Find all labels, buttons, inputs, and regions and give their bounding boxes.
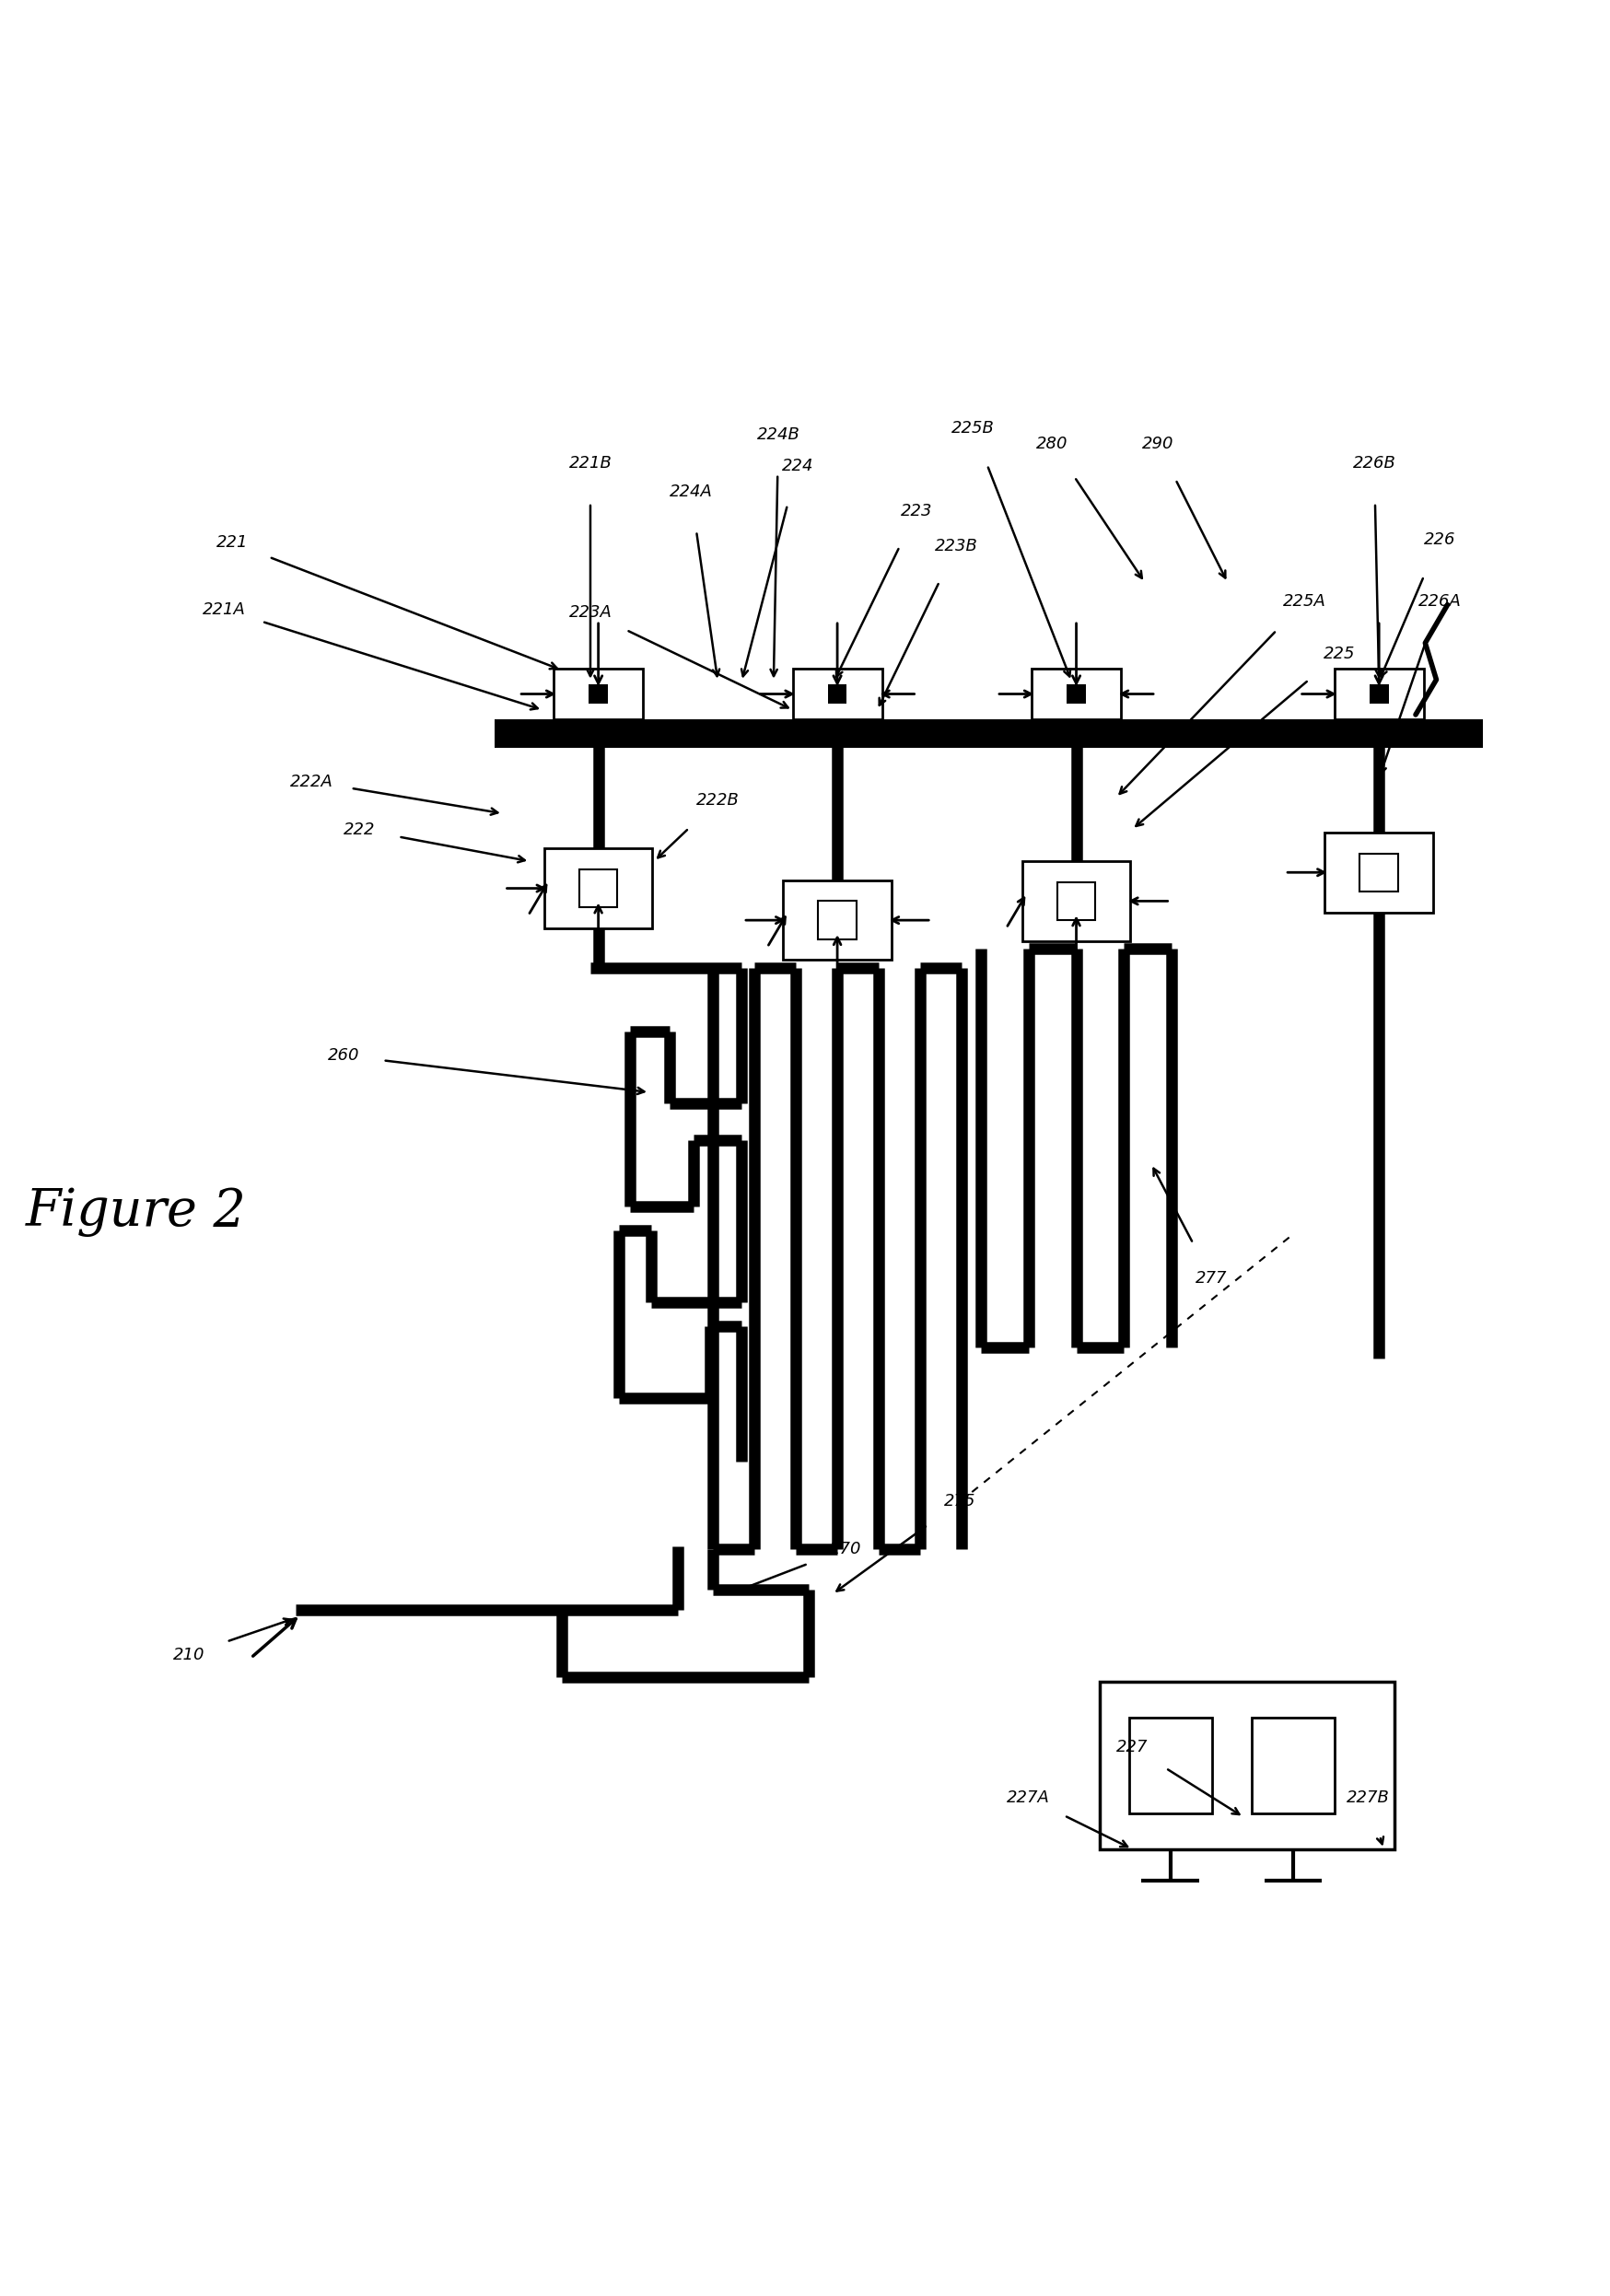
Text: 280: 280 <box>1037 436 1069 452</box>
Bar <box>782 879 892 960</box>
Text: 260: 260 <box>327 1047 359 1063</box>
Bar <box>1067 684 1085 703</box>
Text: 275: 275 <box>943 1492 976 1511</box>
Text: 226A: 226A <box>1418 592 1462 611</box>
Bar <box>1032 668 1121 719</box>
Text: 222: 222 <box>343 822 375 838</box>
Text: 223B: 223B <box>935 537 979 553</box>
Bar <box>589 684 609 703</box>
Bar <box>554 668 642 719</box>
Text: 225B: 225B <box>952 420 995 436</box>
Bar <box>1129 1717 1212 1814</box>
Bar <box>792 668 882 719</box>
Text: 290: 290 <box>1141 436 1174 452</box>
Bar <box>1370 684 1388 703</box>
Bar <box>1360 854 1397 891</box>
Text: 221B: 221B <box>568 455 612 471</box>
Text: 227: 227 <box>1116 1738 1148 1754</box>
Text: 227A: 227A <box>1006 1789 1050 1807</box>
Text: 224: 224 <box>781 457 813 475</box>
Bar <box>1335 668 1423 719</box>
Text: 225: 225 <box>1323 645 1356 664</box>
Text: 221: 221 <box>216 535 248 551</box>
Bar <box>1251 1717 1335 1814</box>
Text: 224A: 224A <box>670 484 712 501</box>
Text: 227B: 227B <box>1346 1789 1389 1807</box>
Text: 223: 223 <box>902 503 932 519</box>
Bar <box>1325 833 1433 912</box>
Bar <box>1058 882 1095 921</box>
Text: 270: 270 <box>829 1541 861 1557</box>
Text: 223A: 223A <box>568 604 612 620</box>
Bar <box>1022 861 1130 941</box>
Text: 210: 210 <box>172 1646 204 1662</box>
Text: 222A: 222A <box>290 774 333 790</box>
Text: 224B: 224B <box>757 427 800 443</box>
Bar <box>1100 1681 1394 1848</box>
Text: 221A: 221A <box>203 602 246 618</box>
Bar <box>818 900 857 939</box>
Text: 277: 277 <box>1196 1270 1227 1288</box>
Text: Figure 2: Figure 2 <box>26 1187 246 1238</box>
Text: 226: 226 <box>1423 530 1455 549</box>
Bar <box>494 719 1483 748</box>
Text: 225A: 225A <box>1283 592 1325 611</box>
Bar <box>544 850 652 928</box>
Bar <box>580 870 618 907</box>
Text: 226B: 226B <box>1352 455 1396 471</box>
Bar <box>828 684 847 703</box>
Text: 222B: 222B <box>696 792 739 808</box>
